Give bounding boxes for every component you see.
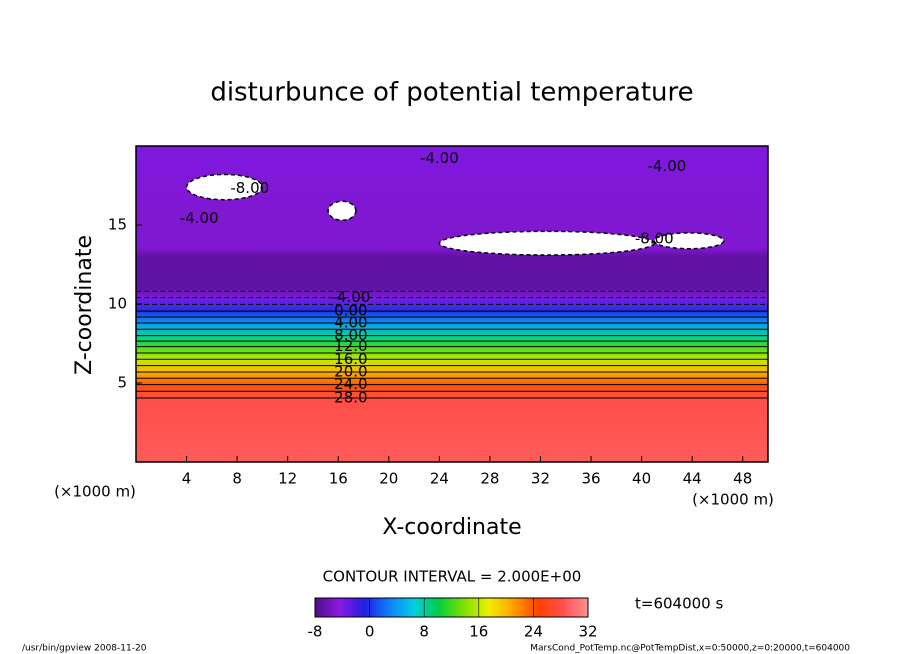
colorbar-tick-label: -8 [308, 623, 323, 641]
x-tick-label: 48 [733, 470, 752, 488]
contour-label: -8.00 [230, 179, 269, 197]
x-tick-label: 40 [632, 470, 651, 488]
colorbar [314, 597, 589, 618]
contour-label: 0.00 [334, 302, 367, 320]
footer-right: MarsCond_PotTemp.nc@PotTempDist,x=0:5000… [530, 644, 850, 654]
x-tick-label: 4 [182, 470, 192, 488]
unit-label: (×1000 m) [54, 483, 136, 501]
colorbar-tick-label: 32 [578, 623, 597, 641]
x-tick-label: 20 [379, 470, 398, 488]
colorbar-tick-label: 24 [524, 623, 543, 641]
below-range-region [327, 200, 357, 222]
colorbar-tick-label: 16 [469, 623, 488, 641]
colorbar-tick-label: 0 [365, 623, 375, 641]
x-tick-label: 36 [581, 470, 600, 488]
x-tick-label: 16 [329, 470, 348, 488]
x-tick-label: 44 [683, 470, 702, 488]
time-label: t=604000 s [635, 595, 723, 613]
field-band [136, 248, 768, 258]
y-tick-label: 15 [108, 216, 127, 234]
unit-label: (×1000 m) [692, 491, 774, 509]
y-tick-label: 10 [108, 295, 127, 313]
contour-interval: CONTOUR INTERVAL = 2.000E+00 [323, 568, 582, 586]
contour-label: -4.00 [420, 149, 459, 167]
x-tick-label: 8 [232, 470, 242, 488]
contour-label: -4.00 [647, 157, 686, 175]
x-tick-label: 12 [278, 470, 297, 488]
contour-label: -4.00 [331, 288, 370, 306]
colorbar-tick-label: 8 [419, 623, 429, 641]
y-tick-label: 5 [117, 374, 127, 392]
below-range-region [438, 230, 655, 256]
below-range-region [185, 173, 264, 201]
contour-label: 8.00 [334, 326, 367, 344]
below-range-region [653, 232, 725, 250]
footer-left: /usr/bin/gpview 2008-11-20 [22, 644, 147, 654]
chart-title: disturbunce of potential temperature [210, 78, 693, 108]
x-tick-label: 28 [480, 470, 499, 488]
contour-label: -8.00 [635, 230, 674, 248]
contour-label: 28.0 [334, 389, 367, 407]
contour-label: 24.0 [334, 375, 367, 393]
contour-label: 12.0 [334, 337, 367, 355]
field-band [136, 256, 768, 289]
field-band [136, 397, 768, 462]
plot-area: -4.000.004.008.0012.016.020.024.028.0-8.… [136, 146, 768, 462]
contour-label: -4.00 [180, 209, 219, 227]
contour-label: 20.0 [334, 362, 367, 380]
x-tick-label: 24 [430, 470, 449, 488]
x-tick-label: 32 [531, 470, 550, 488]
x-axis-label: X-coordinate [382, 515, 521, 540]
contour-label: 4.00 [334, 313, 367, 331]
contour-label: 16.0 [334, 350, 367, 368]
y-axis-label: Z-coordinate [72, 235, 97, 375]
field-band [136, 287, 768, 299]
